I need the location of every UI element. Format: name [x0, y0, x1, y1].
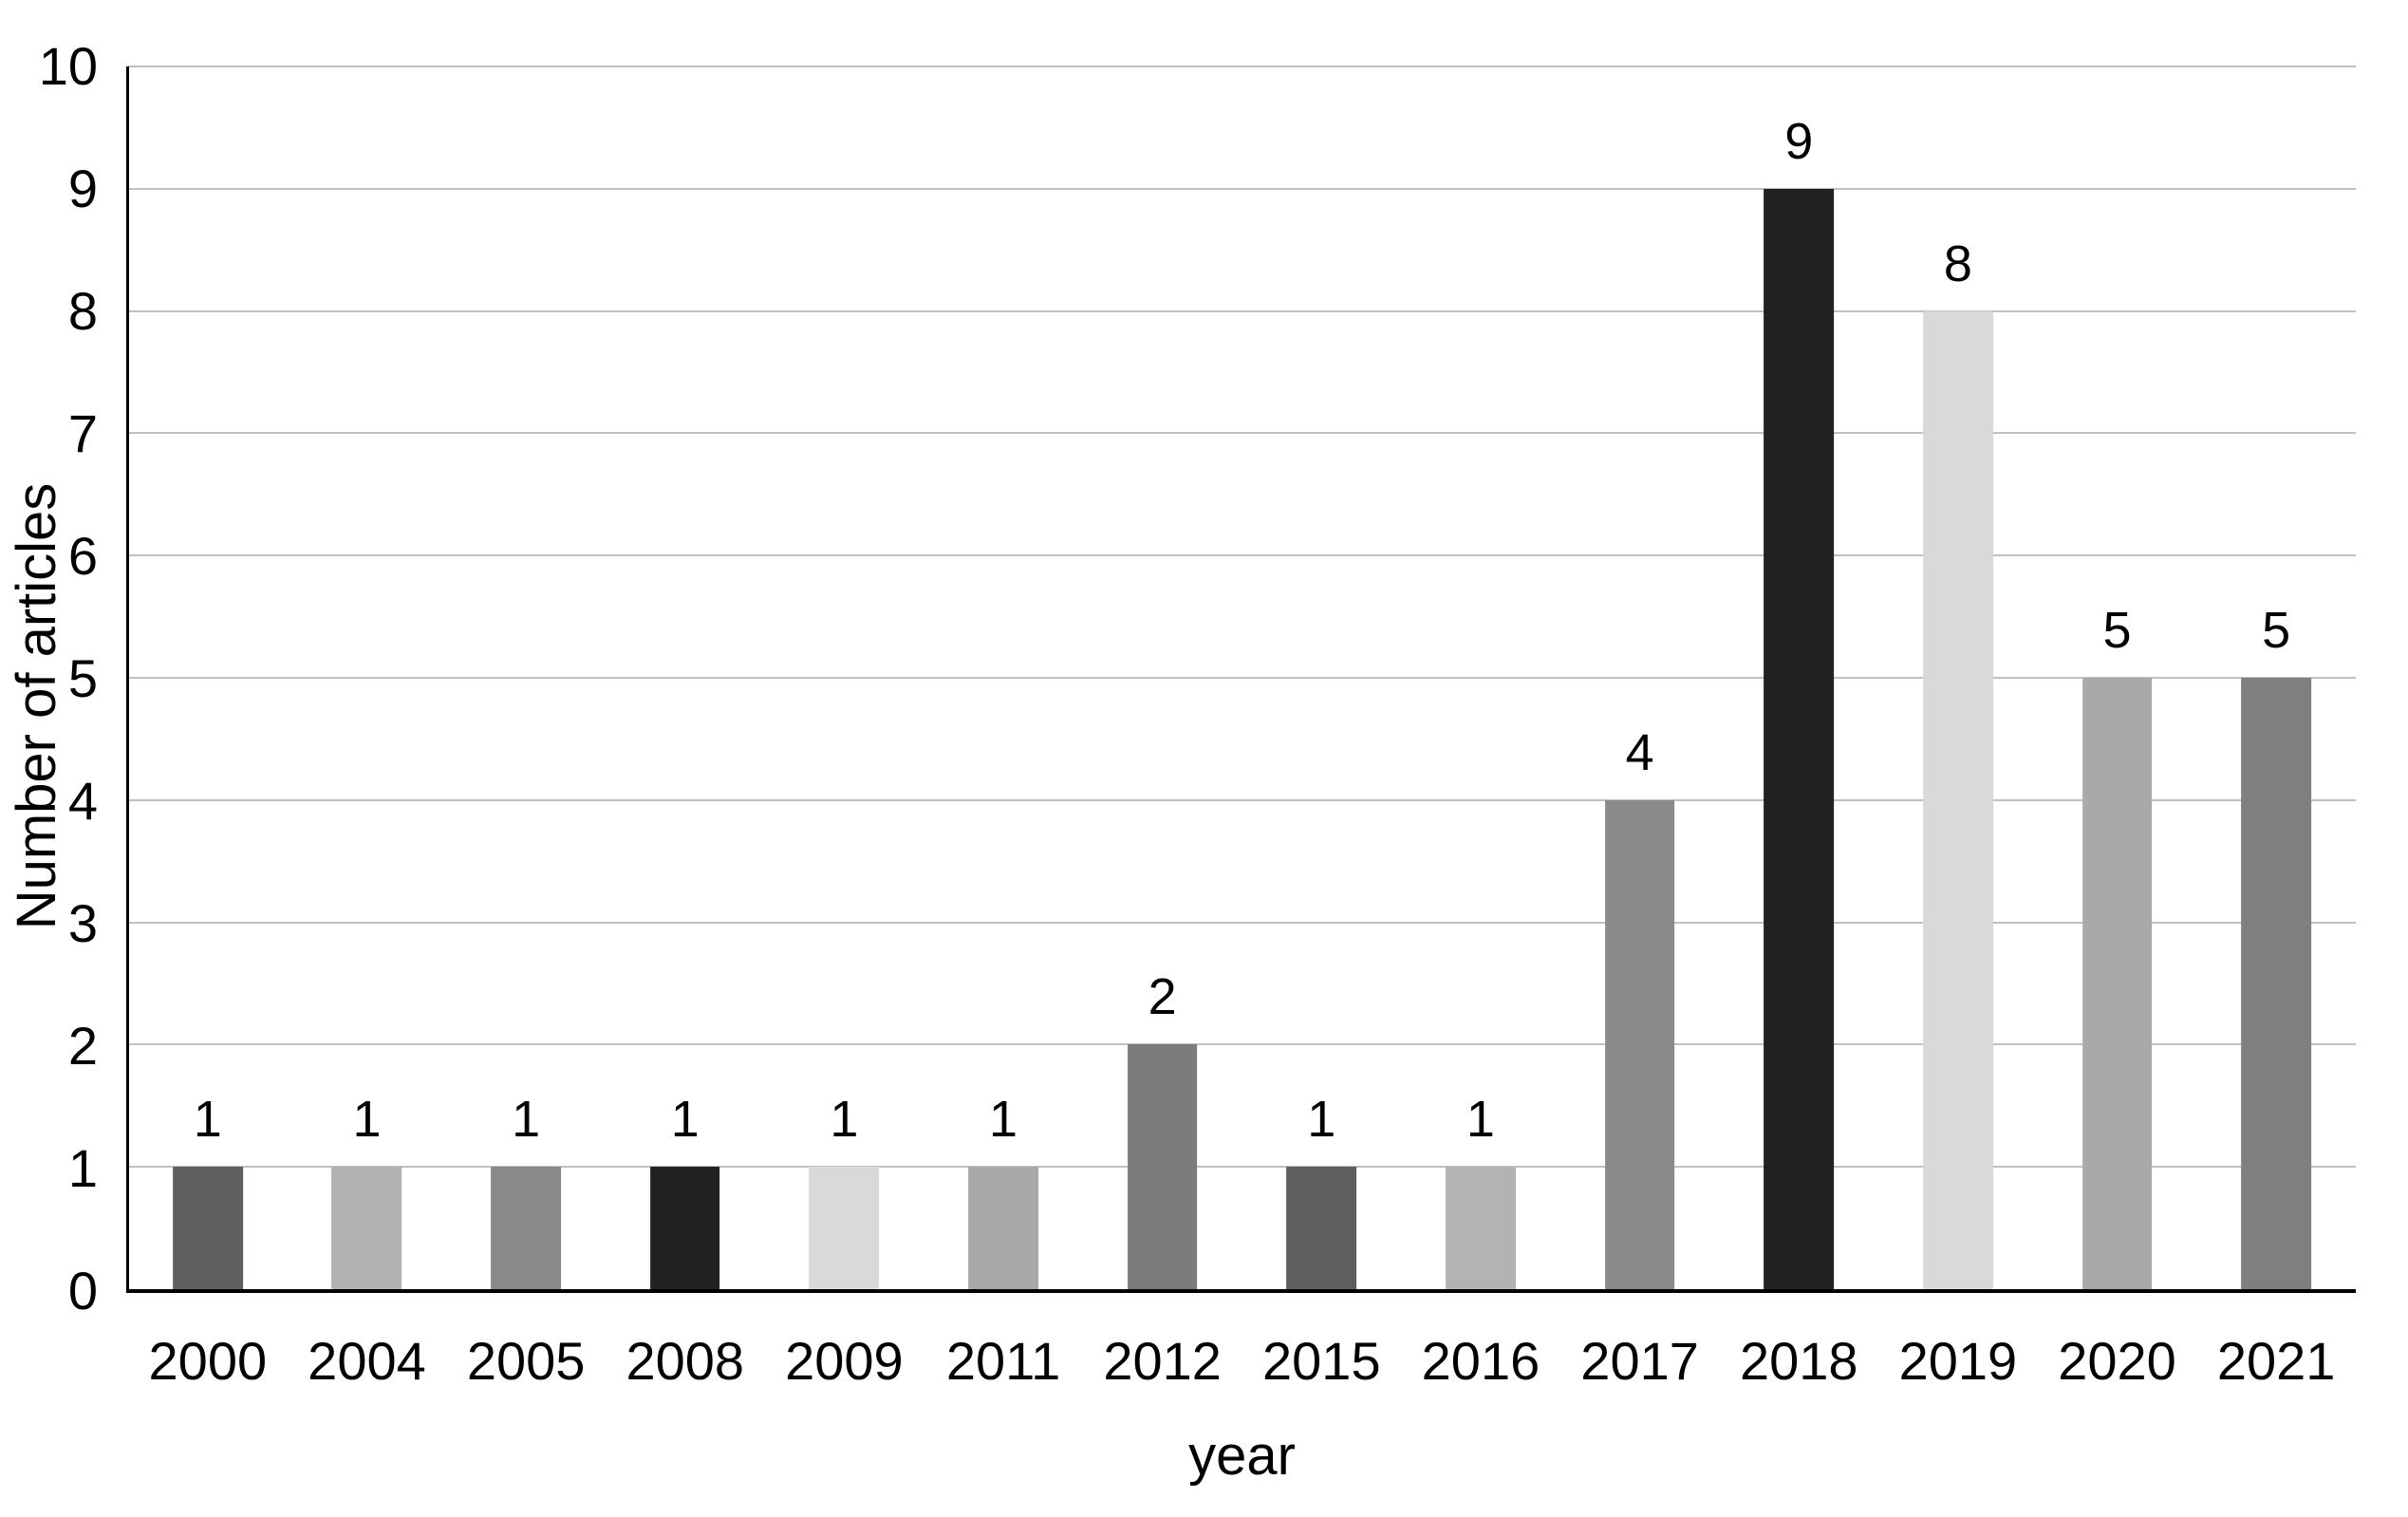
y-tick-label: 1	[67, 1138, 98, 1198]
bar	[2081, 678, 2153, 1289]
bar-value-label: 1	[193, 1091, 222, 1149]
y-tick-label: 10	[38, 36, 98, 96]
gridline	[128, 309, 2356, 312]
bar-value-label: 1	[1465, 1091, 1495, 1149]
bar-value-label: 8	[1943, 234, 1972, 292]
bar-slot: 5	[2038, 66, 2197, 1289]
bar	[172, 1167, 243, 1289]
bar-slot: 9	[1719, 66, 1878, 1289]
y-tick-label: 9	[67, 159, 98, 218]
gridline	[128, 677, 2356, 679]
gridline	[128, 66, 2356, 67]
bar	[1127, 1044, 1198, 1289]
x-tick-label: 2011	[945, 1331, 1061, 1391]
gridline	[128, 432, 2356, 435]
y-tick-label: 4	[67, 771, 98, 831]
bar	[1764, 188, 1835, 1289]
y-axis-line	[126, 66, 129, 1291]
y-tick-label: 2	[67, 1016, 98, 1076]
x-axis-tick-labels: 2000 2004 2005 2008 2009 2011 2012 2015 2016 2017…	[128, 1331, 2356, 1392]
x-axis-line	[126, 1289, 2356, 1293]
bar	[491, 1167, 561, 1289]
bar	[331, 1167, 402, 1289]
bar-slot: 1	[765, 66, 924, 1289]
bar-value-label: 4	[1625, 723, 1654, 781]
bar-slot: 1	[128, 66, 288, 1289]
gridline	[128, 798, 2356, 801]
x-tick-label: 2009	[785, 1331, 904, 1391]
bar	[968, 1167, 1038, 1289]
x-tick-label: 2012	[1103, 1331, 1222, 1391]
bar-value-label: 5	[2102, 602, 2132, 659]
bar	[1286, 1167, 1357, 1289]
bar-slot: 1	[606, 66, 765, 1289]
x-axis-title: year	[1188, 1425, 1296, 1487]
bar-slot: 1	[924, 66, 1083, 1289]
bar	[809, 1167, 880, 1289]
bar	[649, 1167, 720, 1289]
x-tick-label: 2016	[1421, 1331, 1540, 1391]
bar-slot: 1	[1401, 66, 1560, 1289]
gridline	[128, 1166, 2356, 1169]
x-tick-label: 2004	[308, 1331, 426, 1391]
y-tick-label: 3	[67, 893, 98, 953]
x-tick-label: 2017	[1580, 1331, 1699, 1391]
x-tick-label: 2015	[1262, 1331, 1381, 1391]
bar-value-label: 1	[1307, 1091, 1336, 1149]
x-tick-label: 2020	[2058, 1331, 2176, 1391]
y-axis-tick-labels: 0 1 2 3 4 5 6 7 8 9 10	[0, 40, 98, 1318]
gridline	[128, 921, 2356, 924]
bar	[1446, 1167, 1516, 1289]
bar-value-label: 1	[830, 1091, 859, 1149]
bar-slot: 5	[2196, 66, 2356, 1289]
plot-area: 1 1 1 1 1 1 2 1 1 4 9 8 5 5	[128, 66, 2356, 1289]
x-tick-label: 2008	[625, 1331, 745, 1391]
bar-value-label: 5	[2262, 602, 2291, 659]
bar-slot: 1	[1241, 66, 1401, 1289]
bar-value-label: 1	[989, 1091, 1018, 1149]
y-tick-label: 0	[67, 1261, 98, 1320]
x-tick-label: 2019	[1898, 1331, 2018, 1391]
bar-value-label: 9	[1784, 112, 1814, 170]
bar-slot: 1	[446, 66, 606, 1289]
bar-value-label: 1	[352, 1091, 382, 1149]
bar-value-label: 1	[670, 1091, 700, 1149]
y-tick-label: 5	[67, 648, 98, 708]
bars-row: 1 1 1 1 1 1 2 1 1 4 9 8 5 5	[128, 66, 2356, 1289]
bar	[2241, 678, 2312, 1289]
bar-value-label: 1	[512, 1091, 541, 1149]
bar-slot: 4	[1560, 66, 1720, 1289]
gridline	[128, 554, 2356, 557]
x-tick-label: 2021	[2216, 1331, 2336, 1391]
gridline	[128, 1043, 2356, 1046]
bar	[1604, 799, 1675, 1289]
y-tick-label: 8	[67, 281, 98, 341]
bar-slot: 1	[288, 66, 447, 1289]
bar-slot: 8	[1878, 66, 2038, 1289]
bar-slot: 2	[1083, 66, 1242, 1289]
gridline	[128, 187, 2356, 190]
x-tick-label: 2000	[148, 1331, 268, 1391]
bar-value-label: 2	[1148, 968, 1177, 1026]
bar	[1922, 310, 1993, 1289]
y-tick-label: 7	[67, 403, 98, 463]
y-tick-label: 6	[67, 526, 98, 586]
x-tick-label: 2018	[1739, 1331, 1858, 1391]
x-tick-label: 2005	[466, 1331, 586, 1391]
